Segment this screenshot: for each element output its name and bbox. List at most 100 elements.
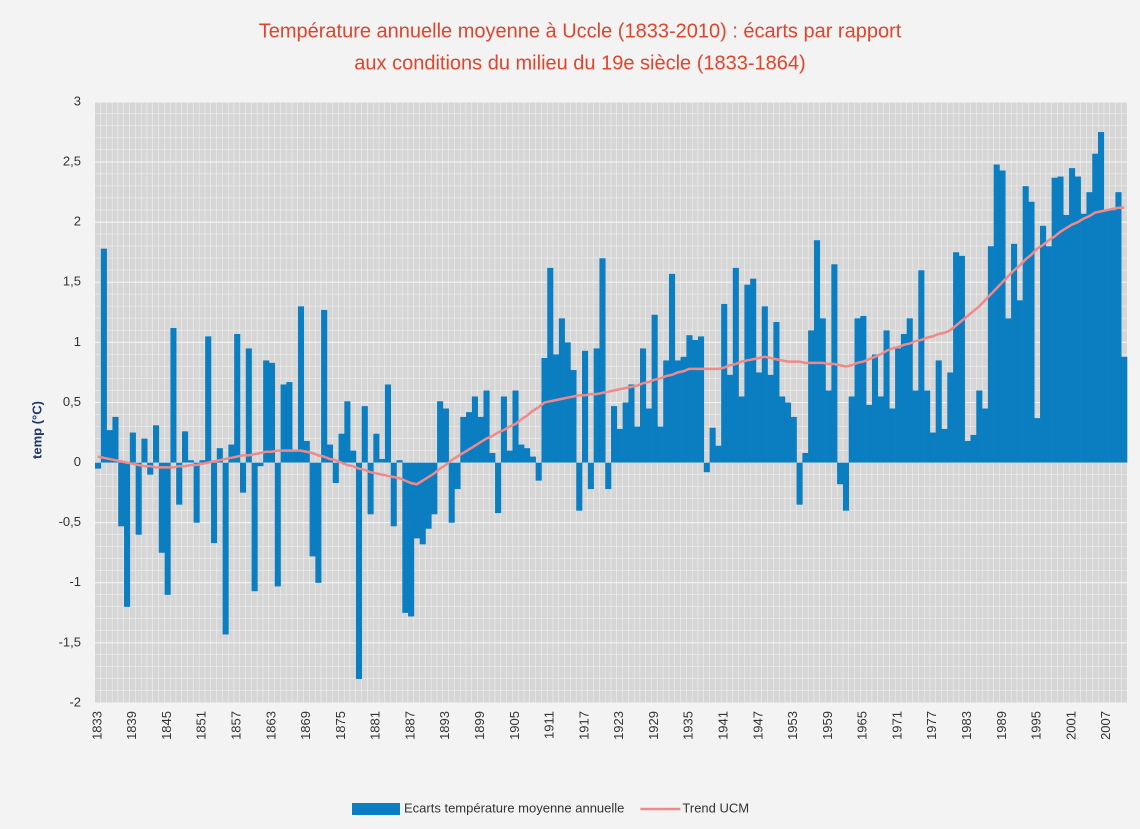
bar <box>715 445 722 463</box>
bar <box>205 336 212 463</box>
bar <box>448 462 455 523</box>
bar <box>309 462 316 557</box>
bar <box>958 255 965 463</box>
bar <box>848 396 855 463</box>
bar <box>558 318 565 463</box>
bar <box>234 333 241 463</box>
x-tick-label: 1905 <box>507 711 522 740</box>
y-tick-label: 1 <box>74 334 81 349</box>
bar <box>1086 192 1093 463</box>
x-tick-label: 1971 <box>889 711 904 740</box>
bar <box>825 390 832 463</box>
bar <box>570 370 577 463</box>
y-tick-label: 0,5 <box>63 394 81 409</box>
bar <box>1098 132 1105 463</box>
bar <box>918 270 925 463</box>
x-tick-label: 1881 <box>368 711 383 740</box>
x-tick-label: 2007 <box>1098 711 1113 740</box>
bar <box>321 309 328 463</box>
bar <box>634 426 641 463</box>
bar <box>657 426 664 463</box>
bar <box>274 462 281 587</box>
bar <box>645 408 652 463</box>
bar <box>350 450 357 463</box>
x-tick-label: 1845 <box>159 711 174 740</box>
bar <box>442 408 449 463</box>
bar <box>582 350 589 463</box>
bar <box>628 384 635 463</box>
chart-title: Température annuelle moyenne à Uccle (18… <box>259 20 902 42</box>
bar <box>135 462 142 535</box>
bar <box>419 462 426 545</box>
bar <box>796 462 803 505</box>
bar <box>1016 300 1023 463</box>
bar <box>118 462 125 527</box>
bar <box>228 444 235 463</box>
bar <box>402 462 409 613</box>
bar <box>268 362 276 463</box>
y-tick-label: -0,5 <box>59 514 81 529</box>
bar <box>1040 225 1047 463</box>
bar <box>750 278 757 463</box>
x-tick-label: 1833 <box>89 711 104 740</box>
legend-label: Ecarts température moyenne annuelle <box>404 800 624 815</box>
bar <box>280 384 287 463</box>
bar <box>541 358 548 463</box>
x-tick-label: 1857 <box>228 711 243 740</box>
bar <box>860 315 867 463</box>
bar <box>808 330 815 463</box>
bar <box>587 462 594 490</box>
y-tick-label: 3 <box>74 93 81 108</box>
bar <box>1069 168 1076 463</box>
bar <box>129 432 136 463</box>
bar <box>477 416 484 463</box>
x-tick-label: 1935 <box>681 711 696 740</box>
bar <box>518 444 525 463</box>
bar <box>147 462 154 475</box>
bar <box>535 462 542 481</box>
bar <box>1115 192 1122 463</box>
x-tick-label: 1929 <box>646 711 661 740</box>
bar <box>854 318 861 463</box>
bar <box>181 431 189 463</box>
y-tick-label: 1,5 <box>63 274 81 289</box>
bar <box>929 432 936 463</box>
bar <box>877 396 884 463</box>
bar <box>210 462 218 544</box>
bar <box>344 401 351 463</box>
bar <box>245 348 252 463</box>
y-tick-label: 0 <box>74 454 81 469</box>
bar <box>871 354 878 463</box>
bar <box>663 360 670 463</box>
bar <box>193 462 200 523</box>
bar <box>819 318 826 463</box>
x-tick-label: 1869 <box>298 711 313 740</box>
bar <box>141 438 148 463</box>
bar <box>686 335 693 463</box>
bar <box>100 248 107 463</box>
bar <box>176 462 183 505</box>
bar <box>779 396 786 463</box>
bar <box>506 450 513 463</box>
bar <box>483 390 490 463</box>
bar <box>576 462 583 511</box>
bar <box>123 462 131 607</box>
bar <box>1074 176 1081 463</box>
bar <box>164 462 171 595</box>
bar <box>599 258 606 463</box>
bar <box>454 462 461 490</box>
x-tick-label: 1941 <box>715 711 730 740</box>
bar <box>784 402 792 463</box>
bar <box>1034 418 1041 463</box>
x-tick-label: 1839 <box>124 711 139 740</box>
bar <box>373 433 380 463</box>
bar <box>866 404 873 463</box>
bar <box>912 390 919 463</box>
y-tick-label: -1 <box>69 574 81 589</box>
x-tick-label: 1887 <box>402 711 417 740</box>
bar <box>199 460 206 463</box>
bar <box>471 396 478 463</box>
bar <box>222 462 229 635</box>
bar <box>953 252 960 463</box>
